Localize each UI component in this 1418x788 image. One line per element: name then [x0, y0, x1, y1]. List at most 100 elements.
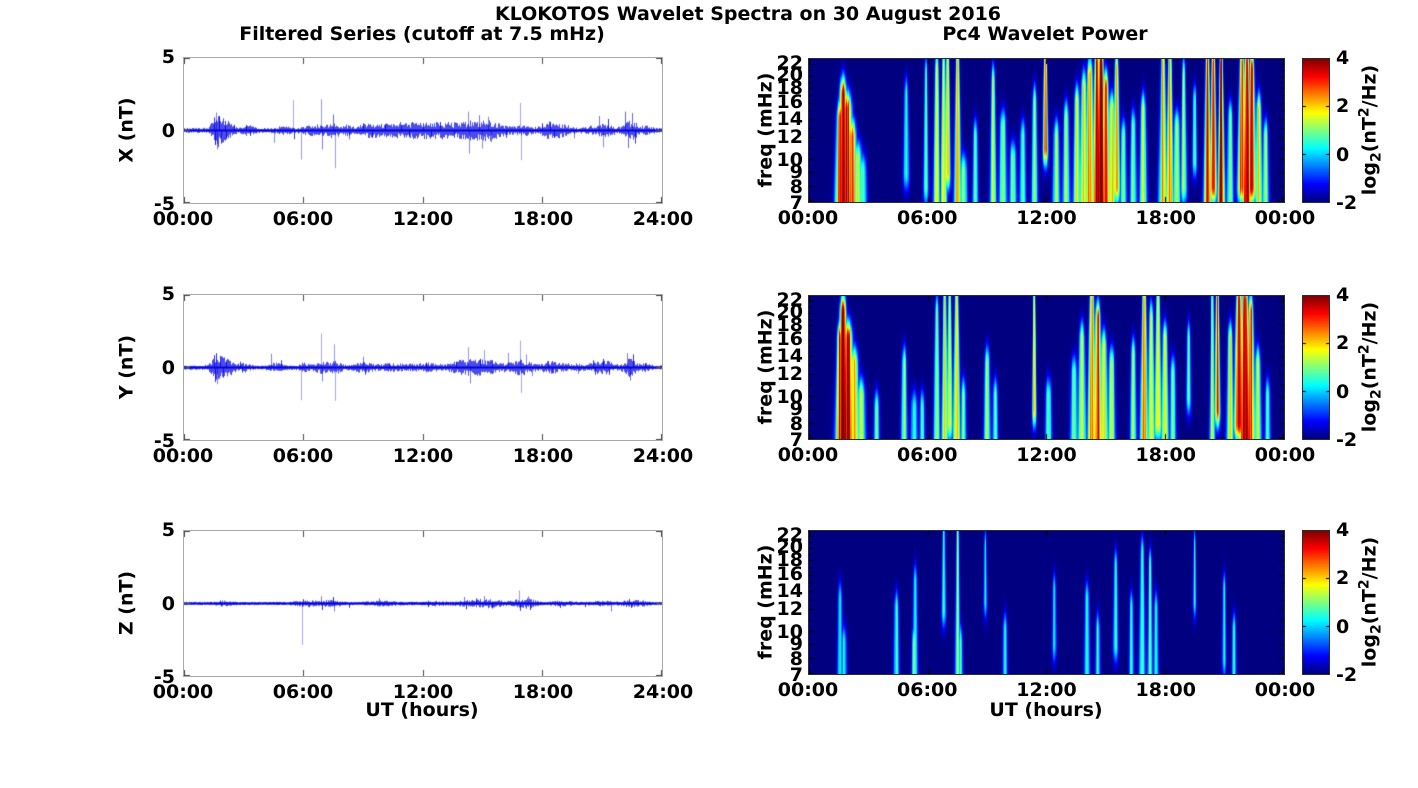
- time-tick-label: 00:00: [152, 681, 214, 703]
- z-wavelet-spectrogram-canvas: [808, 530, 1285, 675]
- freq-tick-label: 8: [789, 412, 803, 435]
- time-tick-label: 18:00: [1135, 679, 1196, 701]
- amplitude-tick-label: -5: [153, 430, 175, 452]
- colorbar-tick-label: 4: [1336, 284, 1350, 306]
- time-tick-label: 06:00: [272, 445, 334, 467]
- colorbar-tick-label: 4: [1336, 519, 1350, 541]
- colorbar-tick-label: 2: [1336, 567, 1350, 590]
- colorbar-label-post: /Hz): [1358, 64, 1381, 108]
- x-wavelet-spectrogram-canvas: [808, 58, 1285, 203]
- colorbar-label-mid: (nT: [1358, 117, 1381, 153]
- z-wavelet-freq-axis-label: freq (mHz): [754, 544, 777, 660]
- colorbar-label-superscript: 2: [1356, 344, 1373, 355]
- colorbar-label-pre: log: [1358, 162, 1381, 196]
- amplitude-tick-label: 5: [161, 46, 175, 68]
- time-tick-label: 18:00: [1135, 444, 1196, 466]
- x-series-ylabel: X (nT): [115, 97, 138, 163]
- amplitude-tick-label: 0: [161, 119, 175, 142]
- z-series-ylabel: Z (nT): [115, 570, 138, 636]
- freq-tick-label: 16: [776, 328, 803, 351]
- freq-tick-label: 14: [776, 344, 803, 367]
- time-tick-label: 24:00: [632, 208, 694, 230]
- z-wavelet-panel: 00:00 06:00 12:00 18:00 00:00 22 20 18 16 14 12 10 9…: [777, 525, 1316, 701]
- freq-tick-label: 20: [776, 301, 803, 324]
- time-tick-label: 00:00: [152, 445, 214, 467]
- wavelet-power-column-title: Pc4 Wavelet Power: [942, 23, 1148, 45]
- freq-tick-label: 9: [789, 633, 803, 656]
- amplitude-tick-label: 5: [161, 519, 175, 541]
- time-tick-label: 24:00: [632, 681, 694, 703]
- colorbar-row1: 4 2 0 -2: [1302, 48, 1357, 213]
- time-tick-label: 12:00: [1016, 679, 1077, 701]
- time-tick-label: 00:00: [777, 207, 839, 229]
- time-tick-label: 06:00: [897, 679, 958, 701]
- freq-tick-label: 10: [776, 385, 803, 408]
- freq-tick-label: 22: [776, 289, 803, 312]
- colorbar-row2: 4 2 0 -2: [1302, 285, 1357, 450]
- freq-tick-label: 10: [776, 620, 803, 643]
- freq-tick-label: 14: [776, 579, 803, 602]
- freq-tick-label: 22: [776, 524, 803, 547]
- colorbar-canvas-row3: [1302, 530, 1330, 675]
- colorbar-tick-label: -2: [1336, 664, 1358, 686]
- freq-tick-label: 7: [789, 429, 803, 451]
- colorbar-label-subscript: 2: [1368, 624, 1385, 635]
- freq-tick-label: 20: [776, 64, 803, 87]
- filtered-series-column-title: Filtered Series (cutoff at 7.5 mHz): [239, 23, 605, 45]
- colorbar-label-mid: (nT: [1358, 589, 1381, 625]
- time-tick-label: 12:00: [392, 445, 454, 467]
- amplitude-tick-label: 5: [161, 283, 175, 305]
- time-tick-label: 00:00: [1254, 444, 1316, 466]
- time-tick-label: 18:00: [512, 445, 574, 467]
- y-series-ylabel: Y (nT): [115, 334, 138, 400]
- time-tick-label: 12:00: [392, 208, 454, 230]
- colorbar-label-subscript: 2: [1368, 389, 1385, 400]
- colorbar-label-row3: log2(nT2/Hz): [1356, 530, 1385, 675]
- ut-hours-label-left: UT (hours): [365, 699, 479, 721]
- colorbar-label-superscript: 2: [1356, 579, 1373, 590]
- freq-tick-label: 12: [776, 598, 803, 621]
- colorbar-label-mid: (nT: [1358, 354, 1381, 390]
- freq-tick-label: 16: [776, 563, 803, 586]
- freq-tick-label: 9: [789, 398, 803, 421]
- freq-tick-label: 7: [789, 664, 803, 686]
- y-wavelet-panel: 00:00 06:00 12:00 18:00 00:00 22 20 18 16 14 12 10 9…: [777, 290, 1316, 466]
- freq-tick-label: 22: [776, 52, 803, 75]
- z-series-plot-canvas: [183, 530, 663, 677]
- amplitude-tick-label: -5: [153, 666, 175, 688]
- amplitude-tick-label: 0: [161, 356, 175, 379]
- y-series-plot-canvas: [183, 294, 663, 441]
- y-wavelet-freq-axis-label: freq (mHz): [754, 309, 777, 425]
- y-wavelet-spectrogram-canvas: [808, 295, 1285, 440]
- time-tick-label: 12:00: [1016, 444, 1077, 466]
- time-tick-label: 06:00: [272, 208, 334, 230]
- freq-tick-label: 12: [776, 126, 803, 149]
- time-tick-label: 00:00: [152, 208, 214, 230]
- time-tick-label: 00:00: [1254, 679, 1316, 701]
- time-tick-label: 18:00: [512, 208, 574, 230]
- freq-tick-label: 10: [776, 148, 803, 171]
- time-tick-label: 24:00: [632, 445, 694, 467]
- colorbar-label-subscript: 2: [1368, 152, 1385, 163]
- colorbar-label-post: /Hz): [1358, 536, 1381, 580]
- colorbar-tick-label: 0: [1336, 380, 1350, 403]
- freq-tick-label: 20: [776, 536, 803, 559]
- time-tick-label: 12:00: [392, 681, 454, 703]
- colorbar-label-post: /Hz): [1358, 301, 1381, 345]
- time-tick-label: 06:00: [897, 207, 958, 229]
- colorbar-tick-label: -2: [1336, 429, 1358, 451]
- freq-tick-label: 16: [776, 91, 803, 114]
- time-tick-label: 00:00: [777, 679, 839, 701]
- freq-tick-label: 8: [789, 647, 803, 670]
- colorbar-row3: 4 2 0 -2: [1302, 520, 1357, 685]
- freq-tick-label: 8: [789, 175, 803, 198]
- freq-tick-label: 18: [776, 313, 803, 336]
- colorbar-label-row2: log2(nT2/Hz): [1356, 295, 1385, 440]
- colorbar-tick-label: 0: [1336, 615, 1350, 638]
- amplitude-tick-label: -5: [153, 193, 175, 215]
- freq-tick-label: 9: [789, 161, 803, 184]
- colorbar-canvas-row1: [1302, 58, 1330, 203]
- time-tick-label: 06:00: [897, 444, 958, 466]
- x-wavelet-panel: 00:00 06:00 12:00 18:00 00:00 22 20 18 16 14 12 10 9…: [777, 53, 1316, 229]
